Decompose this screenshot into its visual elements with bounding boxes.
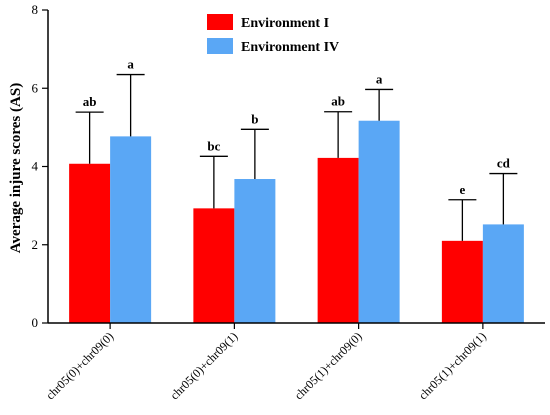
significance-letter: a [127,57,134,72]
significance-letter: cd [497,156,511,171]
significance-letter: ab [83,94,97,109]
bar [69,163,111,323]
bar [482,224,524,323]
significance-letter: ab [331,94,345,109]
error-bars [75,73,518,241]
x-tick-label: chr05(1)+chr09(1) [416,329,489,402]
significance-letter: e [459,182,465,197]
x-tick-label: chr05(0)+chr09(0) [43,329,116,402]
legend-swatch [207,38,233,54]
bar [317,157,359,323]
significance-letter: b [251,111,258,126]
significance-letter: bc [207,138,220,153]
bar [441,240,483,323]
bar [358,120,400,323]
bar [193,208,235,323]
x-tick-label: chr05(1)+chr09(0) [292,329,365,402]
bars [69,120,524,323]
y-tick-label: 2 [32,237,39,252]
bar [110,136,152,323]
y-tick-label: 0 [32,315,39,330]
legend: Environment I Environment IV [207,14,339,55]
y-tick-label: 4 [32,159,39,174]
x-tick-label: chr05(0)+chr09(1) [167,329,240,402]
legend-swatch [207,14,233,30]
y-axis-label: Average injure scores (AS) [8,83,24,253]
significance-letters: ab a bc b ab a e cd [83,57,511,197]
bar [234,179,276,323]
significance-letter: a [376,71,383,86]
legend-label: Environment I [241,16,329,31]
y-tick-label: 6 [32,80,39,95]
legend-label: Environment IV [241,40,339,55]
y-tick-label: 8 [32,2,39,17]
